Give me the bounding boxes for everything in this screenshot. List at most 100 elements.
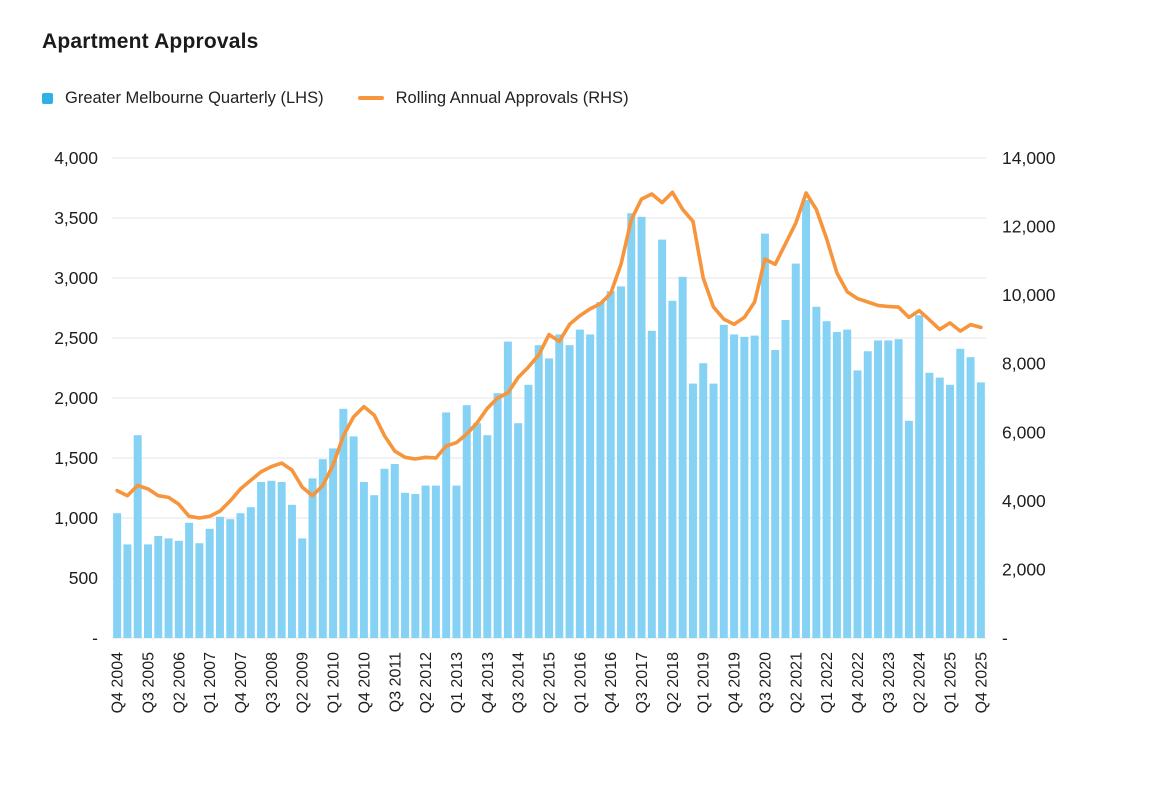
x-axis-label: Q2 2012 [418,652,435,713]
x-axis-label: Q3 2017 [634,652,651,713]
y-axis-label-right: 2,000 [1002,559,1046,579]
x-axis-label: Q2 2006 [171,652,188,713]
bar [164,538,173,638]
x-axis-label: Q1 2022 [819,652,836,713]
x-axis-label: Q1 2013 [449,652,466,713]
x-axis-label: Q3 2023 [881,652,898,713]
bar [421,485,430,638]
bar [740,336,749,638]
y-axis-label-left: 4,000 [54,148,98,168]
bar [812,306,821,638]
bar [647,330,656,638]
bar [113,513,122,638]
bar [730,334,739,638]
x-axis-label: Q4 2007 [233,652,250,713]
y-axis-label-right: - [1002,628,1008,648]
bar [359,482,368,638]
x-axis-label: Q2 2009 [295,652,312,713]
bar-series-swatch-icon [42,92,53,104]
y-axis-label-right: 10,000 [1002,285,1056,305]
bar [668,300,677,638]
bar [246,507,255,638]
bar [874,340,883,638]
x-axis-label: Q2 2021 [788,652,805,713]
y-axis-label-left: 3,000 [54,268,98,288]
bar [349,436,358,638]
bar [658,239,667,638]
bar [596,302,605,638]
bar [863,351,872,638]
bar [339,408,348,638]
bar [884,340,893,638]
rolling-annual-line [115,190,983,520]
x-axis-label: Q2 2024 [912,652,929,713]
legend-item-rolling-annual: Rolling Annual Approvals (RHS) [357,88,629,108]
bar [524,384,533,638]
legend-item-quarterly: Greater Melbourne Quarterly (LHS) [42,89,324,108]
bar [298,538,307,638]
y-axis-label-left: 1,000 [54,508,98,528]
bar [545,358,553,638]
x-axis-label: Q4 2025 [973,652,990,713]
y-axis-label-right: 14,000 [1002,148,1056,168]
bar [174,540,183,638]
bar [226,519,235,638]
x-axis-label: Q4 2010 [356,652,373,713]
bar [565,345,574,638]
bar [329,448,338,638]
chart-legend: Greater Melbourne Quarterly (LHS) Rollin… [42,88,629,108]
line-series-swatch-icon [357,96,384,100]
bar [904,420,913,638]
x-axis-label: Q1 2025 [943,652,960,713]
bar [627,213,636,638]
bar [894,339,903,638]
bar [699,363,708,638]
bar [791,263,800,638]
bar [719,324,728,638]
bar [606,291,615,638]
bar [843,329,852,638]
x-axis-label: Q4 2016 [603,652,620,713]
bar [452,485,461,638]
bar [915,315,924,638]
bar [514,423,523,638]
bar [534,345,543,638]
x-axis-label: Q2 2015 [542,652,559,713]
bar [637,216,646,639]
line-series-label: Rolling Annual Approvals (RHS) [395,88,629,107]
x-axis-label: Q3 2008 [264,652,281,713]
bar [946,384,955,638]
y-axis-label-left: 1,500 [54,448,98,468]
bar [750,335,759,638]
x-axis-label: Q1 2007 [202,652,219,713]
bar [133,435,142,638]
bar [483,435,492,638]
bar [431,485,440,638]
bar [586,334,595,638]
bar [277,482,286,638]
x-axis-label: Q3 2011 [387,652,404,712]
x-axis-label: Q2 2018 [665,652,682,713]
bar [318,459,327,638]
bar [688,383,697,638]
y-axis-label-left: 2,000 [54,388,98,408]
bar [575,329,584,638]
bar [380,468,389,638]
bar [709,383,718,638]
x-axis-label: Q3 2014 [511,652,528,713]
bar [308,478,317,638]
bar [236,513,245,638]
bar [154,536,163,638]
bar [555,334,564,638]
bar [781,320,790,638]
bar [493,393,502,638]
bar [462,405,471,638]
bar [287,504,296,638]
bar [473,423,482,638]
y-axis-label-left: 500 [69,568,98,588]
y-axis-label-right: 6,000 [1002,422,1046,442]
y-axis-label-right: 12,000 [1002,217,1056,237]
bar [215,516,224,638]
x-axis-label: Q4 2019 [727,652,744,713]
bar [678,276,687,638]
